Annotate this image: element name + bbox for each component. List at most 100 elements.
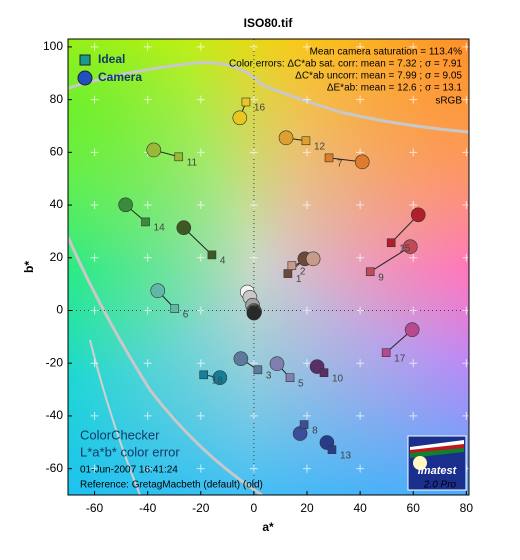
logo-name: Imatest	[418, 465, 458, 477]
footer-text: Reference: GretagMacbeth (default) (old)	[80, 480, 263, 491]
annotation: sRGB	[435, 96, 462, 107]
grid-cross	[143, 95, 152, 104]
grid-cross	[409, 95, 418, 104]
camera-point	[410, 207, 426, 223]
annotation: Color errors: ΔC*ab sat. corr: mean = 7.…	[229, 59, 462, 70]
point-label: 10	[332, 373, 344, 384]
annotation: Mean camera saturation = 113.4%	[310, 47, 463, 58]
legend-marker	[77, 70, 93, 86]
grid-cross	[409, 411, 418, 420]
camera-point	[212, 370, 228, 386]
legend-marker	[79, 54, 91, 66]
grid-cross	[90, 411, 99, 420]
grid-cross	[90, 201, 99, 210]
grid-cross	[143, 411, 152, 420]
point-label: 14	[154, 223, 166, 234]
grid-cross	[356, 464, 365, 473]
grid-cross	[196, 464, 205, 473]
grid-cross	[249, 411, 258, 420]
camera-point	[176, 220, 192, 236]
camera-point	[118, 197, 133, 213]
point-label: 4	[220, 256, 226, 267]
grid-cross	[356, 95, 365, 104]
grid-cross	[303, 95, 312, 104]
ideal-point	[249, 306, 259, 315]
footer-text: 01-Jun-2007 16:41:24	[80, 465, 178, 476]
ideal-point	[141, 217, 150, 227]
x-axis-label: a*	[262, 520, 274, 534]
grid-cross	[249, 42, 258, 51]
grid-cross	[303, 148, 312, 157]
point-label: 11	[187, 157, 198, 168]
point-label: 7	[337, 159, 343, 170]
y-tick-label: -20	[46, 355, 64, 369]
ideal-point	[319, 368, 329, 377]
y-axis-label: b*	[22, 261, 36, 273]
grid-cross	[303, 359, 312, 368]
grid-cross	[90, 464, 99, 473]
camera-point	[404, 322, 420, 338]
point-label: 2	[300, 266, 306, 277]
grid-cross	[356, 306, 365, 315]
point-label: 15	[399, 243, 411, 254]
logo-edition: 2.0 Pro	[423, 480, 457, 491]
ideal-point	[324, 153, 334, 163]
grid-cross	[249, 148, 258, 157]
y-tick-label: -40	[46, 408, 64, 422]
grid-cross	[90, 306, 99, 315]
ideal-point	[299, 420, 309, 429]
x-tick-label: 0	[251, 501, 258, 515]
grid-cross	[356, 411, 365, 420]
grid-cross	[143, 464, 152, 473]
camera-point	[233, 351, 249, 367]
plot-frame	[67, 38, 470, 496]
grid-cross	[90, 42, 99, 51]
point-label: 1	[296, 274, 302, 285]
legend-label: Camera	[98, 70, 142, 84]
grid-cross	[249, 95, 258, 104]
grid-cross	[196, 411, 205, 420]
grid-cross	[409, 201, 418, 210]
grid-cross	[143, 306, 152, 315]
grid-cross	[196, 201, 205, 210]
annotation: ΔC*ab uncorr: mean = 7.99 ; σ = 9.05	[295, 71, 462, 82]
annotation: ΔE*ab: mean = 12.6 ; σ = 13.1	[327, 83, 463, 94]
y-tick-label: 80	[50, 92, 64, 106]
camera-point	[305, 251, 321, 267]
grid-cross	[143, 253, 152, 262]
error-line	[369, 246, 411, 273]
x-tick-label: -40	[139, 501, 157, 515]
x-tick-label: 80	[460, 501, 474, 515]
grid-cross	[143, 359, 152, 368]
grid-cross	[303, 42, 312, 51]
x-tick-label: -20	[192, 501, 210, 515]
chart-title: ISO80.tif	[244, 16, 294, 30]
legend-label: Ideal	[98, 52, 125, 66]
grid-cross	[249, 201, 258, 210]
grid-cross	[196, 359, 205, 368]
y-tick-label: -60	[46, 461, 64, 475]
ideal-point	[253, 365, 263, 375]
grid-cross	[409, 359, 418, 368]
camera-point	[354, 154, 370, 170]
y-tick-label: 60	[50, 145, 64, 159]
footer-text: ColorChecker	[80, 427, 160, 442]
ideal-point	[170, 304, 180, 313]
grid-cross	[356, 201, 365, 210]
x-tick-label: 20	[300, 501, 314, 515]
ideal-point	[199, 370, 209, 380]
ideal-point	[207, 250, 217, 260]
point-label: 12	[314, 141, 326, 152]
ideal-point	[301, 136, 311, 146]
x-tick-label: 40	[353, 501, 367, 515]
ideal-point	[327, 445, 337, 454]
logo: Imatest 2.0 Pro	[407, 435, 467, 491]
grid-cross	[143, 201, 152, 210]
plot-background	[68, 39, 469, 495]
grid-cross	[249, 253, 258, 262]
grid-cross	[90, 95, 99, 104]
grid-cross	[409, 148, 418, 157]
point-label: 18	[212, 375, 224, 386]
camera-point	[232, 110, 248, 126]
